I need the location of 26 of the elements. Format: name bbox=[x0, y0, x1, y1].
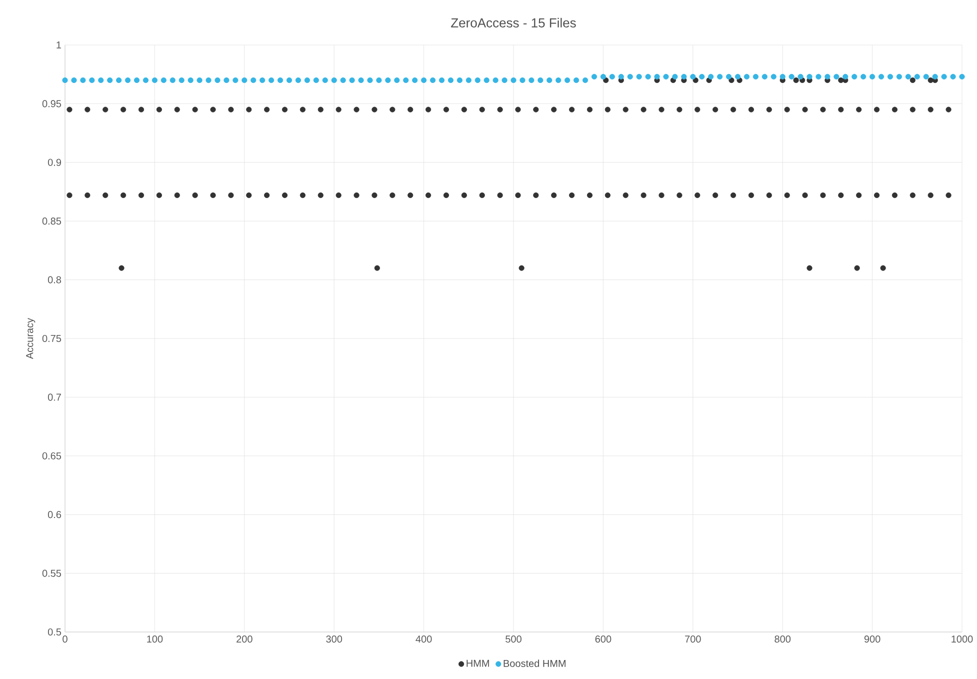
y-tick-label: 1 bbox=[56, 42, 61, 48]
x-tick-label: 700 bbox=[685, 636, 701, 643]
chart-title: ZeroAccess - 15 Files bbox=[451, 18, 576, 28]
x-tick-label: 900 bbox=[864, 636, 880, 643]
y-tick-label: 0.65 bbox=[42, 452, 62, 460]
legend-label: Boosted HMM bbox=[504, 660, 566, 667]
y-tick-label: 0.55 bbox=[42, 570, 62, 577]
y-tick-label: 0.85 bbox=[42, 218, 62, 225]
x-tick-label: 200 bbox=[236, 636, 252, 643]
x-tick-label: 0 bbox=[62, 636, 68, 643]
x-tick-label: 800 bbox=[774, 636, 791, 643]
y-axis-title: Accuracy bbox=[26, 318, 36, 360]
y-tick-label: 0.6 bbox=[48, 511, 62, 518]
x-tick-label: 600 bbox=[595, 636, 612, 643]
y-tick-label: 0.75 bbox=[42, 334, 62, 342]
y-tick-label: 0.5 bbox=[48, 628, 62, 636]
x-tick-label: 1000 bbox=[952, 636, 973, 643]
y-tick-label: 0.8 bbox=[48, 276, 62, 284]
x-tick-label: 100 bbox=[147, 636, 163, 643]
y-tick-label: 0.7 bbox=[48, 394, 61, 401]
legend-label: HMM bbox=[466, 660, 489, 667]
x-tick-label: 500 bbox=[506, 636, 522, 643]
x-tick-label: 300 bbox=[326, 636, 342, 643]
y-tick-label: 0.9 bbox=[48, 158, 62, 166]
x-tick-label: 400 bbox=[416, 636, 432, 643]
y-tick-label: 0.95 bbox=[42, 100, 62, 108]
